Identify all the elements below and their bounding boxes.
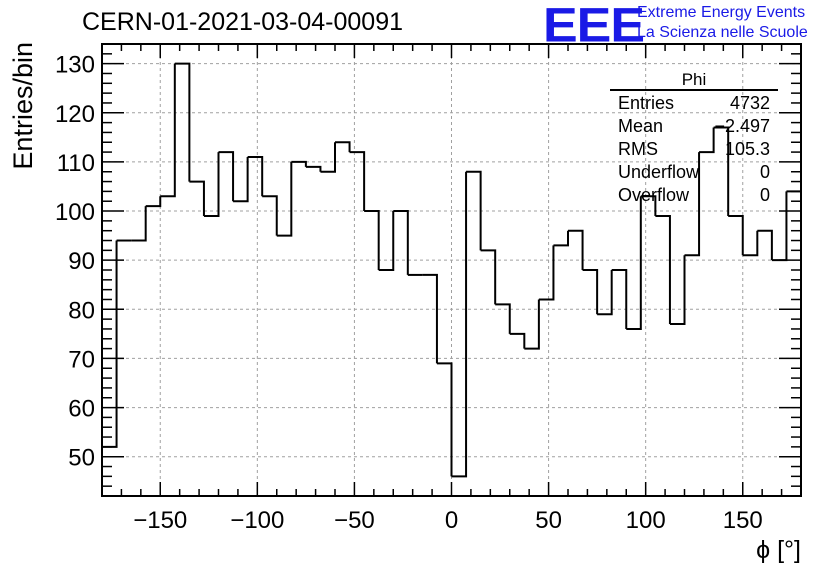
histogram-bin <box>728 214 744 256</box>
histogram-bin <box>568 229 584 270</box>
y-tick-label: 110 <box>57 150 95 177</box>
histogram-bin <box>174 62 191 182</box>
histogram-bin <box>349 151 366 212</box>
plot-title: CERN-01-2021-03-04-00091 <box>82 8 404 36</box>
histogram-bin <box>466 170 482 251</box>
histogram-bin <box>699 127 715 154</box>
tick-labels: −150 −100 −50 0 50 100 150 50 60 70 80 90 100 110 120 1… <box>55 52 763 534</box>
histogram-bin <box>524 299 540 350</box>
y-tick-label: 70 <box>68 346 95 373</box>
histogram-bin <box>480 249 497 305</box>
histogram-bin <box>626 196 642 330</box>
histogram-bin <box>262 195 278 236</box>
histogram-bin <box>771 191 788 262</box>
x-tick-label: −100 <box>230 507 284 534</box>
stats-label: Overflow <box>618 185 690 205</box>
y-tick-label: 80 <box>68 297 95 324</box>
histogram-bin <box>538 245 555 301</box>
x-tick-label: 150 <box>723 507 763 534</box>
x-tick-label: 0 <box>445 507 458 534</box>
y-axis-label: Entries/bin <box>8 42 38 170</box>
y-tick-label: 100 <box>55 199 95 226</box>
histogram-bin <box>684 152 701 257</box>
stats-label: Underflow <box>618 162 700 182</box>
histogram-bin <box>189 180 205 216</box>
stats-value: 4732 <box>729 93 770 113</box>
histogram-bin <box>713 126 730 216</box>
x-tick-label: 50 <box>535 507 562 534</box>
histogram-bin <box>233 157 249 203</box>
x-tick-label: 100 <box>626 507 666 534</box>
logo-subtitle-line2: La Scienza nelle Scuole <box>637 24 808 41</box>
histogram-bin <box>553 230 569 247</box>
y-tick-label: 50 <box>68 445 95 472</box>
histogram-bin <box>378 211 395 271</box>
y-tick-label: 120 <box>55 101 95 128</box>
histogram-bin <box>786 190 802 374</box>
x-axis-label: ϕ [°] <box>756 536 801 564</box>
histogram-bin <box>276 161 293 237</box>
histogram-bin <box>597 270 613 316</box>
histogram-bin <box>757 229 773 261</box>
logo-subtitle-line1: Extreme Energy Events <box>637 4 806 21</box>
histogram-bin <box>218 151 235 202</box>
histogram-bin <box>611 269 628 329</box>
histogram-bin <box>742 230 759 257</box>
x-tick-label: −150 <box>133 507 187 534</box>
histogram-bin <box>102 240 118 448</box>
histogram-bin <box>131 206 147 242</box>
histogram-bin <box>203 152 220 217</box>
histogram-bin <box>364 210 380 270</box>
histogram-bin <box>291 160 307 167</box>
histogram-bin <box>335 141 351 153</box>
histogram-bin <box>320 142 336 173</box>
histogram-bin <box>436 362 453 477</box>
histogram-bin <box>640 195 657 216</box>
axis-ticks <box>101 43 802 496</box>
stats-value: 0 <box>759 162 770 182</box>
histogram-bin <box>509 332 526 349</box>
x-tick-label: −50 <box>334 507 375 534</box>
histogram-bin <box>669 255 686 326</box>
stats-value: 0 <box>759 185 770 205</box>
y-tick-label: 60 <box>68 396 95 423</box>
eee-logo: EEE <box>543 0 645 53</box>
stats-box-title: Phi <box>681 70 707 89</box>
histogram-bin <box>247 156 264 197</box>
y-tick-label: 130 <box>55 52 95 79</box>
stats-label: RMS <box>618 139 658 159</box>
histogram-bin <box>422 273 438 364</box>
histogram-bin <box>145 196 162 208</box>
stats-label: Entries <box>618 93 675 113</box>
histogram-bin <box>655 214 671 325</box>
stats-value: 105.3 <box>724 139 770 159</box>
histogram-bars <box>102 62 802 478</box>
histogram-bin <box>160 63 176 198</box>
stats-value: −2.497 <box>714 116 770 136</box>
histogram-bin <box>305 165 322 172</box>
stats-label: Mean <box>618 116 664 136</box>
histogram-bin <box>451 171 468 478</box>
histogram-bin <box>393 210 409 275</box>
y-tick-label: 90 <box>68 248 95 275</box>
histogram-bin <box>495 303 511 334</box>
histogram-bin <box>582 269 599 315</box>
